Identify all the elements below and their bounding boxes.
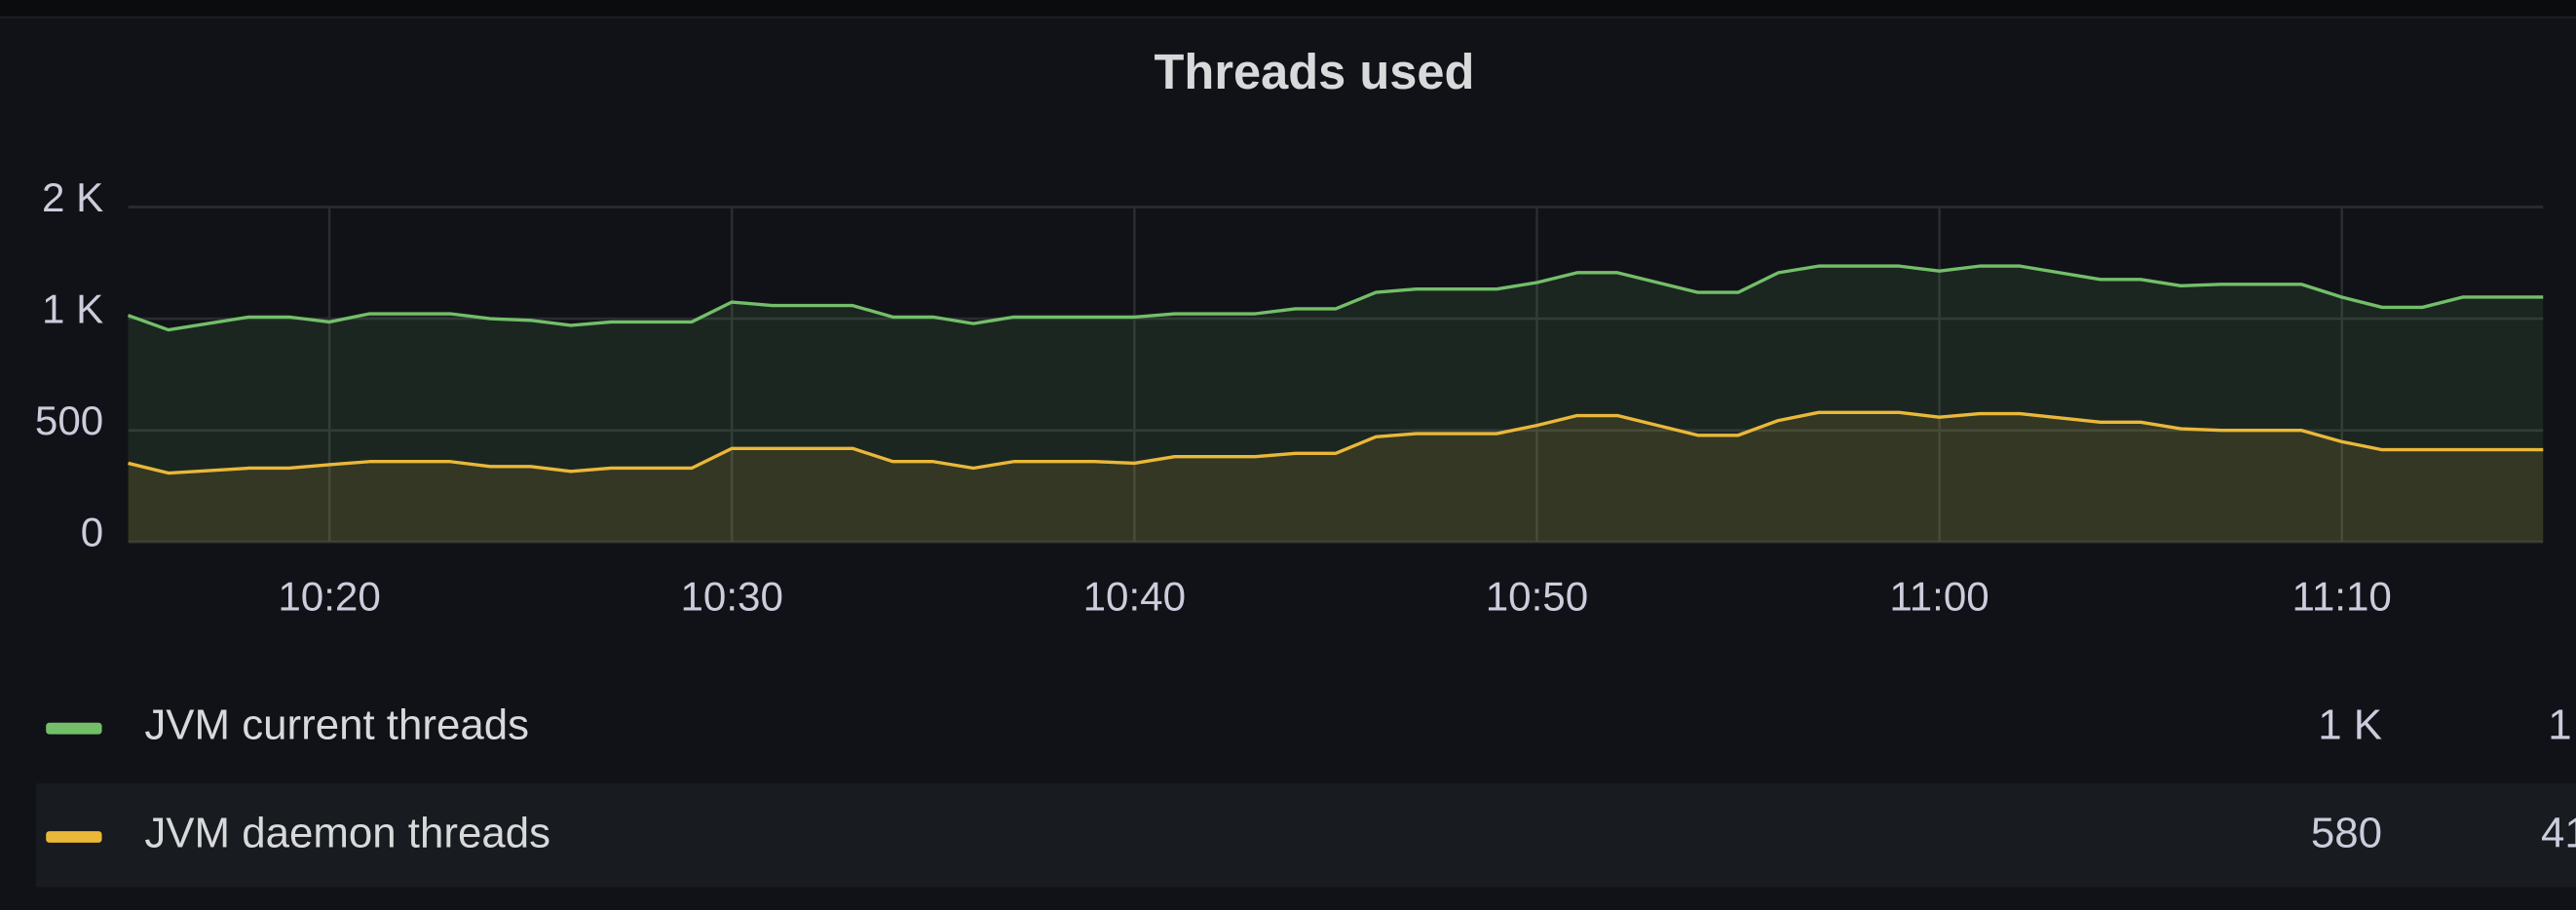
- series-area: [128, 266, 2544, 543]
- legend-value: 1 K: [2548, 701, 2576, 748]
- x-tick-label: 10:40: [1083, 574, 1186, 620]
- x-tick-label: 11:00: [1889, 574, 1989, 620]
- x-tick-label: 10:20: [278, 574, 380, 620]
- panel-title[interactable]: Threads used: [1155, 44, 1475, 99]
- x-tick-label: 11:10: [2292, 574, 2392, 620]
- legend-swatch: [46, 722, 102, 735]
- legend-label: JVM daemon threads: [144, 810, 550, 857]
- top-strip: [0, 0, 2576, 17]
- series-line: [127, 264, 2544, 332]
- y-tick-label: 500: [35, 398, 103, 443]
- x-tick-label: 10:30: [680, 574, 782, 620]
- y-tick-label: 1 K: [42, 285, 103, 331]
- series-area: [128, 412, 2544, 543]
- y-tick-label: 2 K: [42, 174, 103, 220]
- legend-value: 580: [2311, 810, 2382, 857]
- series-line: [128, 410, 2544, 475]
- legend-value: 1 K: [2318, 701, 2382, 748]
- legend-label: JVM current threads: [144, 701, 529, 748]
- legend-swatch: [46, 831, 102, 843]
- y-tick-label: 0: [81, 510, 103, 555]
- x-tick-label: 10:50: [1486, 574, 1588, 620]
- legend-value: 413: [2541, 810, 2576, 857]
- legend-row-bg: [36, 783, 2576, 888]
